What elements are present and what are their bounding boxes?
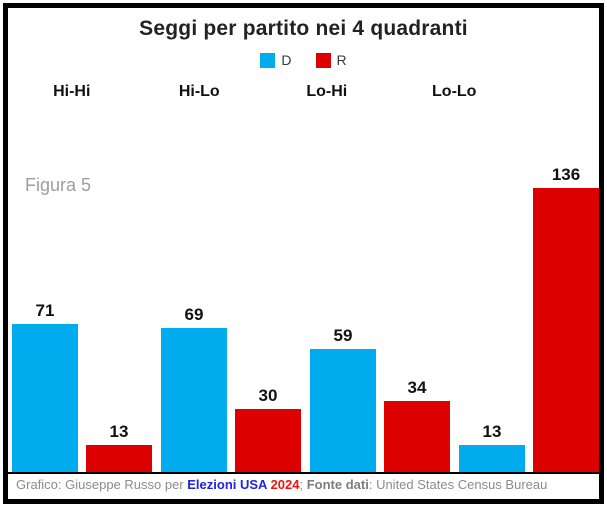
category-label-lo-lo: Lo-Lo — [432, 83, 477, 100]
category-label-lo-hi: Lo-Hi — [306, 83, 348, 100]
legend-label-d: D — [281, 52, 292, 68]
legend: D R — [8, 52, 599, 68]
bar-value-label: 69 — [184, 305, 204, 324]
credit-prefix: Grafico: Giuseppe Russo per — [16, 477, 188, 492]
bar-slot-r-hi-lo: 30 — [235, 386, 301, 472]
bar-slot-d-hi-lo: 69 — [161, 305, 227, 472]
bar-d-hi-hi[interactable] — [12, 324, 78, 472]
bar-slot-r-lo-hi: 34 — [384, 378, 450, 472]
footer-separator: ; — [299, 477, 307, 492]
bar-slot-r-hi-hi: 13 — [86, 422, 152, 472]
legend-item-r: R — [315, 52, 347, 68]
bar-d-lo-hi[interactable] — [310, 349, 376, 472]
bar-value-label: 30 — [258, 386, 278, 405]
bar-group-lo-hi: 59 34 — [310, 326, 450, 472]
site-name-link[interactable]: Elezioni USA — [187, 477, 267, 492]
bar-slot-r-lo-lo: 136 — [533, 165, 599, 472]
bar-group-hi-hi: 71 13 — [12, 301, 152, 472]
credit-footer: Grafico: Giuseppe Russo per Elezioni USA… — [8, 474, 599, 499]
bars-container: 71 13 69 30 59 34 13 136 — [8, 132, 599, 472]
legend-item-d: D — [260, 52, 292, 68]
chart-title: Seggi per partito nei 4 quadranti — [139, 17, 468, 40]
bar-group-hi-lo: 69 30 — [161, 305, 301, 472]
source-label: Fonte dati — [306, 477, 369, 492]
category-label-hi-lo: Hi-Lo — [178, 83, 220, 100]
bar-slot-d-lo-lo: 13 — [459, 422, 525, 472]
bar-r-hi-lo[interactable] — [235, 409, 301, 472]
bar-chart-plot-area: 71 13 69 30 59 34 13 136 — [8, 132, 599, 472]
chart-frame: Seggi per partito nei 4 quadranti D R Hi… — [3, 3, 604, 504]
bar-value-label: 34 — [407, 378, 427, 397]
legend-swatch-d-icon — [260, 52, 276, 68]
bar-r-hi-hi[interactable] — [86, 445, 152, 472]
bar-r-lo-lo[interactable] — [533, 188, 599, 472]
bar-d-lo-lo[interactable] — [459, 445, 525, 472]
legend-swatch-r-icon — [315, 52, 331, 68]
bar-value-label: 59 — [333, 326, 353, 345]
site-year-link[interactable]: 2024 — [266, 477, 300, 492]
bar-slot-d-lo-hi: 59 — [310, 326, 376, 472]
figure-number-label: Figura 5 — [25, 175, 92, 195]
bar-value-label: 136 — [551, 165, 581, 184]
legend-label-r: R — [336, 52, 347, 68]
bar-group-lo-lo: 13 136 — [459, 165, 599, 472]
bar-value-label: 13 — [109, 422, 129, 441]
bar-value-label: 13 — [482, 422, 502, 441]
category-label-hi-hi: Hi-Hi — [53, 83, 91, 100]
bar-slot-d-hi-hi: 71 — [12, 301, 78, 472]
source-value: : United States Census Bureau — [368, 477, 548, 492]
bar-value-label: 71 — [35, 301, 55, 320]
x-axis-category-labels: Hi-Hi Hi-Lo Lo-Hi Lo-Lo — [8, 83, 518, 101]
bar-d-hi-lo[interactable] — [161, 328, 227, 472]
bar-r-lo-hi[interactable] — [384, 401, 450, 472]
